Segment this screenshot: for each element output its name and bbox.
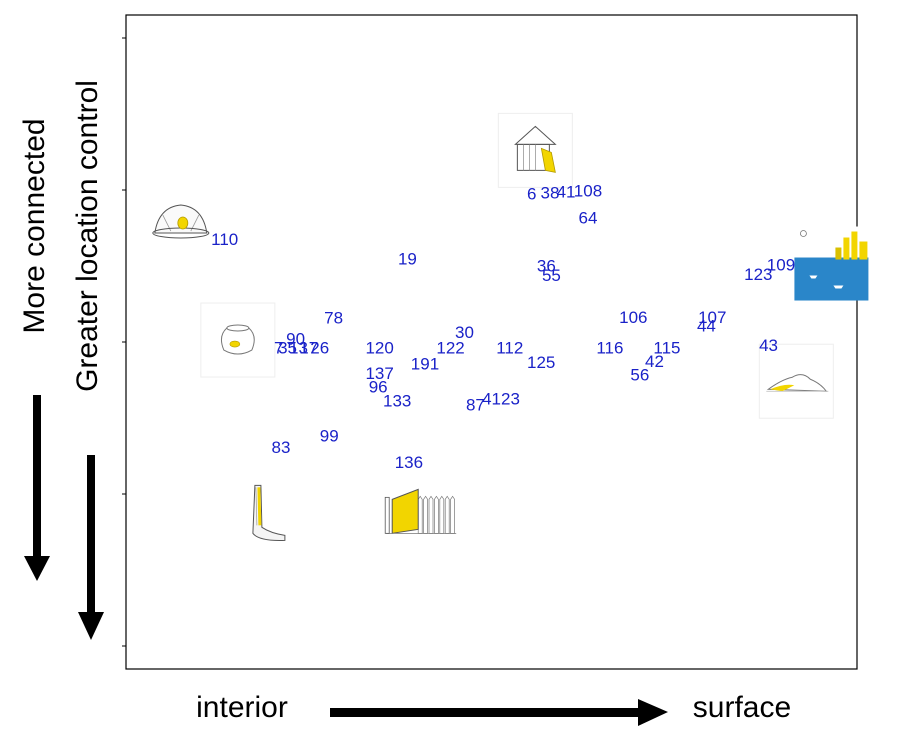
point-label: 4123 [482, 390, 520, 409]
point-label: 106 [619, 308, 647, 327]
point-label: 191 [411, 354, 439, 373]
harbor-city-icon [794, 226, 869, 301]
point-label: 123 [744, 265, 772, 284]
point-label: 99 [320, 426, 339, 445]
point-label: 19 [398, 250, 417, 269]
point-label: 36 [537, 256, 556, 275]
point-label: 120 [365, 339, 393, 358]
point-label: 64 [579, 209, 598, 228]
x-axis-label-left: interior [196, 691, 288, 724]
point-label: 115 [653, 339, 680, 358]
fishbowl-icon [200, 302, 276, 378]
point-label: 83 [272, 438, 291, 457]
point-label: 78 [324, 309, 343, 328]
point-label: 17 [299, 339, 318, 358]
point-label: 109 [767, 256, 795, 275]
island-icon [758, 343, 834, 419]
point-label: 35 [278, 339, 297, 358]
point-label: 26 [310, 339, 329, 358]
point-label: 96 [369, 377, 388, 396]
point-label: 87 [466, 396, 485, 415]
point-label: 43 [759, 336, 778, 355]
y-arrow-inner [78, 455, 104, 640]
y-arrow-outer [24, 395, 50, 581]
point-label: 137 [365, 364, 393, 383]
x-arrow [330, 699, 668, 726]
point-label: 6 [527, 184, 536, 203]
point-label: 44 [697, 316, 716, 335]
helmet-icon [152, 204, 210, 239]
point-label: 38 [541, 184, 560, 203]
point-label: 133 [383, 392, 411, 411]
point-label: 42 [645, 352, 664, 371]
point-label: 56 [630, 365, 649, 384]
icons-layer [152, 112, 869, 541]
y-axis-ticks [122, 37, 126, 647]
y-axis-label-inner: Greater location control [71, 80, 104, 392]
x-axis-label-right: surface [693, 691, 791, 724]
point-label: 122 [436, 339, 464, 358]
point-label: 13 [289, 339, 308, 358]
point-label: 125 [527, 353, 555, 372]
point-label: 107 [698, 308, 726, 327]
y-axis-label-outer: More connected [18, 118, 51, 333]
point-label: 7 [274, 339, 283, 358]
point-label: 41 [557, 182, 576, 201]
shed-icon [497, 112, 573, 188]
point-label: 112 [496, 339, 523, 358]
point-label: 116 [596, 339, 623, 358]
point-label: 55 [542, 266, 561, 285]
gate-fence-icon [384, 488, 457, 534]
point-label: 90 [286, 330, 305, 349]
point-label: 110 [211, 230, 238, 249]
point-label: 30 [455, 323, 474, 342]
leg-icon [252, 484, 286, 541]
point-label: 108 [574, 182, 602, 201]
point-label: 136 [395, 453, 423, 472]
